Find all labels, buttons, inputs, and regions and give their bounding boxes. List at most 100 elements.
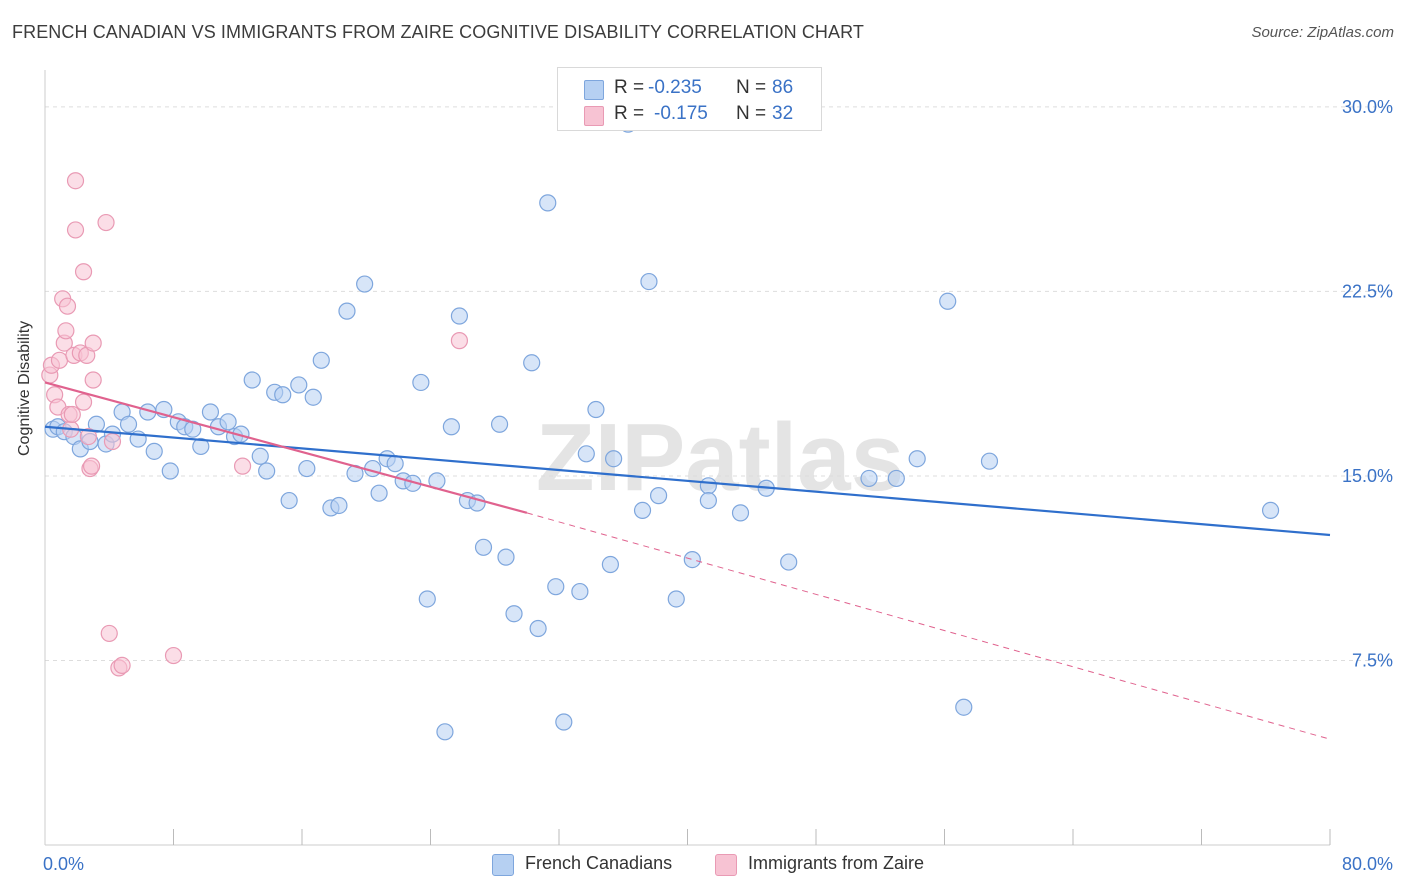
french-canadian-point <box>939 292 957 310</box>
french-canadian-point <box>274 386 292 404</box>
x-tick-label: 0.0% <box>43 854 84 874</box>
zaire-immigrant-point <box>57 322 75 340</box>
french-canadian-point <box>601 555 620 574</box>
french-canadian-point <box>436 723 454 741</box>
french-canadian-point <box>539 194 557 212</box>
correlation-legend: R = -0.235 N = 86 R = -0.175 N = 32 <box>557 67 822 131</box>
french-canadian-point <box>290 376 308 394</box>
legend-n-value: 86 <box>772 77 794 98</box>
french-canadian-point <box>312 351 330 369</box>
french-canadian-point <box>161 462 179 480</box>
french-canadian-point <box>184 420 202 438</box>
french-canadian-point <box>1261 501 1280 519</box>
french-canadian-point <box>780 553 798 571</box>
bottom-legend-label: French Canadians <box>525 853 673 873</box>
french-canadian-point <box>577 445 595 463</box>
french-canadian-point <box>243 371 261 389</box>
legend-n-label: N = <box>736 77 767 98</box>
zaire-immigrant-point <box>103 432 122 451</box>
french-canadian-point <box>699 491 717 510</box>
french-canadian-point <box>370 484 388 502</box>
zaire-immigrant-point <box>74 393 93 411</box>
chart-title: FRENCH CANADIAN VS IMMIGRANTS FROM ZAIRE… <box>12 22 864 42</box>
y-tick-label: 22.5% <box>1342 281 1393 301</box>
zaire-immigrant-point <box>50 351 69 369</box>
french-canadian-point <box>649 487 668 505</box>
zaire-immigrant-point <box>164 646 183 665</box>
french-canadian-point <box>280 491 298 510</box>
legend-r-label: R = <box>614 77 645 98</box>
french-canadian-point <box>304 388 322 406</box>
french-canadian-point <box>474 538 493 556</box>
zaire-immigrant-point <box>84 334 102 352</box>
french-canadian-point <box>980 452 999 470</box>
legend-r-value: -0.175 <box>654 103 708 124</box>
french-canadian-point <box>450 307 469 325</box>
french-canadian-point <box>887 469 905 488</box>
french-canadian-point <box>119 415 138 433</box>
bottom-legend-label: Immigrants from Zaire <box>748 853 925 873</box>
zaire-immigrant-point <box>58 297 77 315</box>
french-canadian-point <box>587 400 605 419</box>
french-canadian-point <box>251 447 269 465</box>
french-canadian-point <box>330 496 348 515</box>
french-canadian-point <box>555 713 573 731</box>
legend-r-value: -0.235 <box>648 77 702 98</box>
y-axis-label: Cognitive Disability <box>16 320 33 456</box>
y-tick-label: 15.0% <box>1342 466 1393 486</box>
french-canadian-point <box>386 455 404 473</box>
y-tick-label: 30.0% <box>1342 97 1393 117</box>
french-canadian-trend-line <box>44 425 1331 537</box>
french-canadian-point <box>633 501 652 519</box>
french-canadian-point <box>442 418 460 436</box>
zaire-immigrant-point <box>79 427 97 446</box>
french-canadian-point <box>529 619 547 638</box>
zaire-immigrant-point <box>450 332 469 350</box>
french-canadian-point <box>908 450 926 468</box>
zaire-immigrant-point <box>74 263 93 281</box>
french-canadian-point <box>640 272 658 291</box>
french-canadian-point <box>571 582 589 601</box>
zaire-immigrant-point <box>84 371 102 389</box>
zaire-immigrant-point <box>63 405 81 424</box>
french-canadian-point <box>201 403 220 421</box>
french-canadian-point <box>699 477 717 495</box>
french-canadian-point <box>338 302 356 320</box>
french-canadian-point <box>145 442 163 460</box>
y-tick-label: 7.5% <box>1352 650 1393 670</box>
legend-n-label: N = <box>736 103 767 124</box>
french-canadian-point <box>258 462 276 480</box>
french-canadian-point <box>497 548 515 566</box>
french-canadian-point <box>860 469 878 488</box>
zaire-trend-extension <box>526 512 1331 740</box>
zaire-trend-line <box>44 381 528 514</box>
zaire-immigrant-point <box>97 213 115 232</box>
zaire-immigrant-point <box>100 624 118 643</box>
bottom-legend-swatch-blue <box>492 854 514 876</box>
zaire-immigrant-point <box>82 457 101 475</box>
legend-n-value: 32 <box>772 103 794 124</box>
french-canadian-point <box>490 415 509 433</box>
legend-swatch-blue <box>584 80 604 100</box>
zaire-immigrant-point <box>66 172 85 190</box>
french-canadian-point <box>356 275 374 293</box>
x-tick-label: 80.0% <box>1342 854 1393 874</box>
french-canadian-point <box>547 578 565 596</box>
french-canadian-point <box>298 459 316 478</box>
french-canadian-point <box>418 590 436 608</box>
french-canadian-point <box>523 354 541 372</box>
zaire-immigrant-point <box>66 221 85 239</box>
french-canadian-point <box>605 450 623 468</box>
zaire-immigrant-point <box>233 457 252 475</box>
french-canadian-point <box>412 373 430 392</box>
french-canadian-point <box>192 437 210 456</box>
french-canadian-point <box>731 504 750 522</box>
french-canadian-point <box>219 413 237 431</box>
bottom-legend-swatch-pink <box>715 854 737 876</box>
zaire-immigrant-point <box>113 656 131 674</box>
french-canadian-point <box>87 415 106 433</box>
french-canadian-point <box>955 698 973 716</box>
source-label: Source: ZipAtlas.com <box>1251 24 1394 41</box>
french-canadian-point <box>667 590 685 608</box>
